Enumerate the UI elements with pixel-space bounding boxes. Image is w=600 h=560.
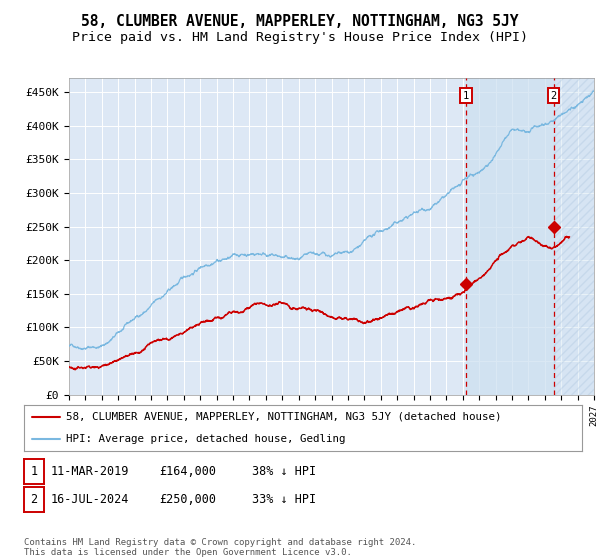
Text: 2: 2 bbox=[551, 91, 557, 101]
Bar bbox=[554, 78, 594, 395]
Text: £250,000: £250,000 bbox=[159, 493, 216, 506]
Text: 11-MAR-2019: 11-MAR-2019 bbox=[51, 465, 130, 478]
Text: 16-JUL-2024: 16-JUL-2024 bbox=[51, 493, 130, 506]
Text: 1: 1 bbox=[31, 465, 37, 478]
Text: 58, CLUMBER AVENUE, MAPPERLEY, NOTTINGHAM, NG3 5JY: 58, CLUMBER AVENUE, MAPPERLEY, NOTTINGHA… bbox=[81, 14, 519, 29]
Text: 33% ↓ HPI: 33% ↓ HPI bbox=[252, 493, 316, 506]
Bar bbox=[466, 78, 554, 395]
Text: £164,000: £164,000 bbox=[159, 465, 216, 478]
Text: Price paid vs. HM Land Registry's House Price Index (HPI): Price paid vs. HM Land Registry's House … bbox=[72, 31, 528, 44]
Text: HPI: Average price, detached house, Gedling: HPI: Average price, detached house, Gedl… bbox=[66, 434, 346, 444]
Text: 38% ↓ HPI: 38% ↓ HPI bbox=[252, 465, 316, 478]
Text: 1: 1 bbox=[463, 91, 469, 101]
Text: Contains HM Land Registry data © Crown copyright and database right 2024.
This d: Contains HM Land Registry data © Crown c… bbox=[24, 538, 416, 557]
Text: 58, CLUMBER AVENUE, MAPPERLEY, NOTTINGHAM, NG3 5JY (detached house): 58, CLUMBER AVENUE, MAPPERLEY, NOTTINGHA… bbox=[66, 412, 502, 422]
Text: 2: 2 bbox=[31, 493, 37, 506]
